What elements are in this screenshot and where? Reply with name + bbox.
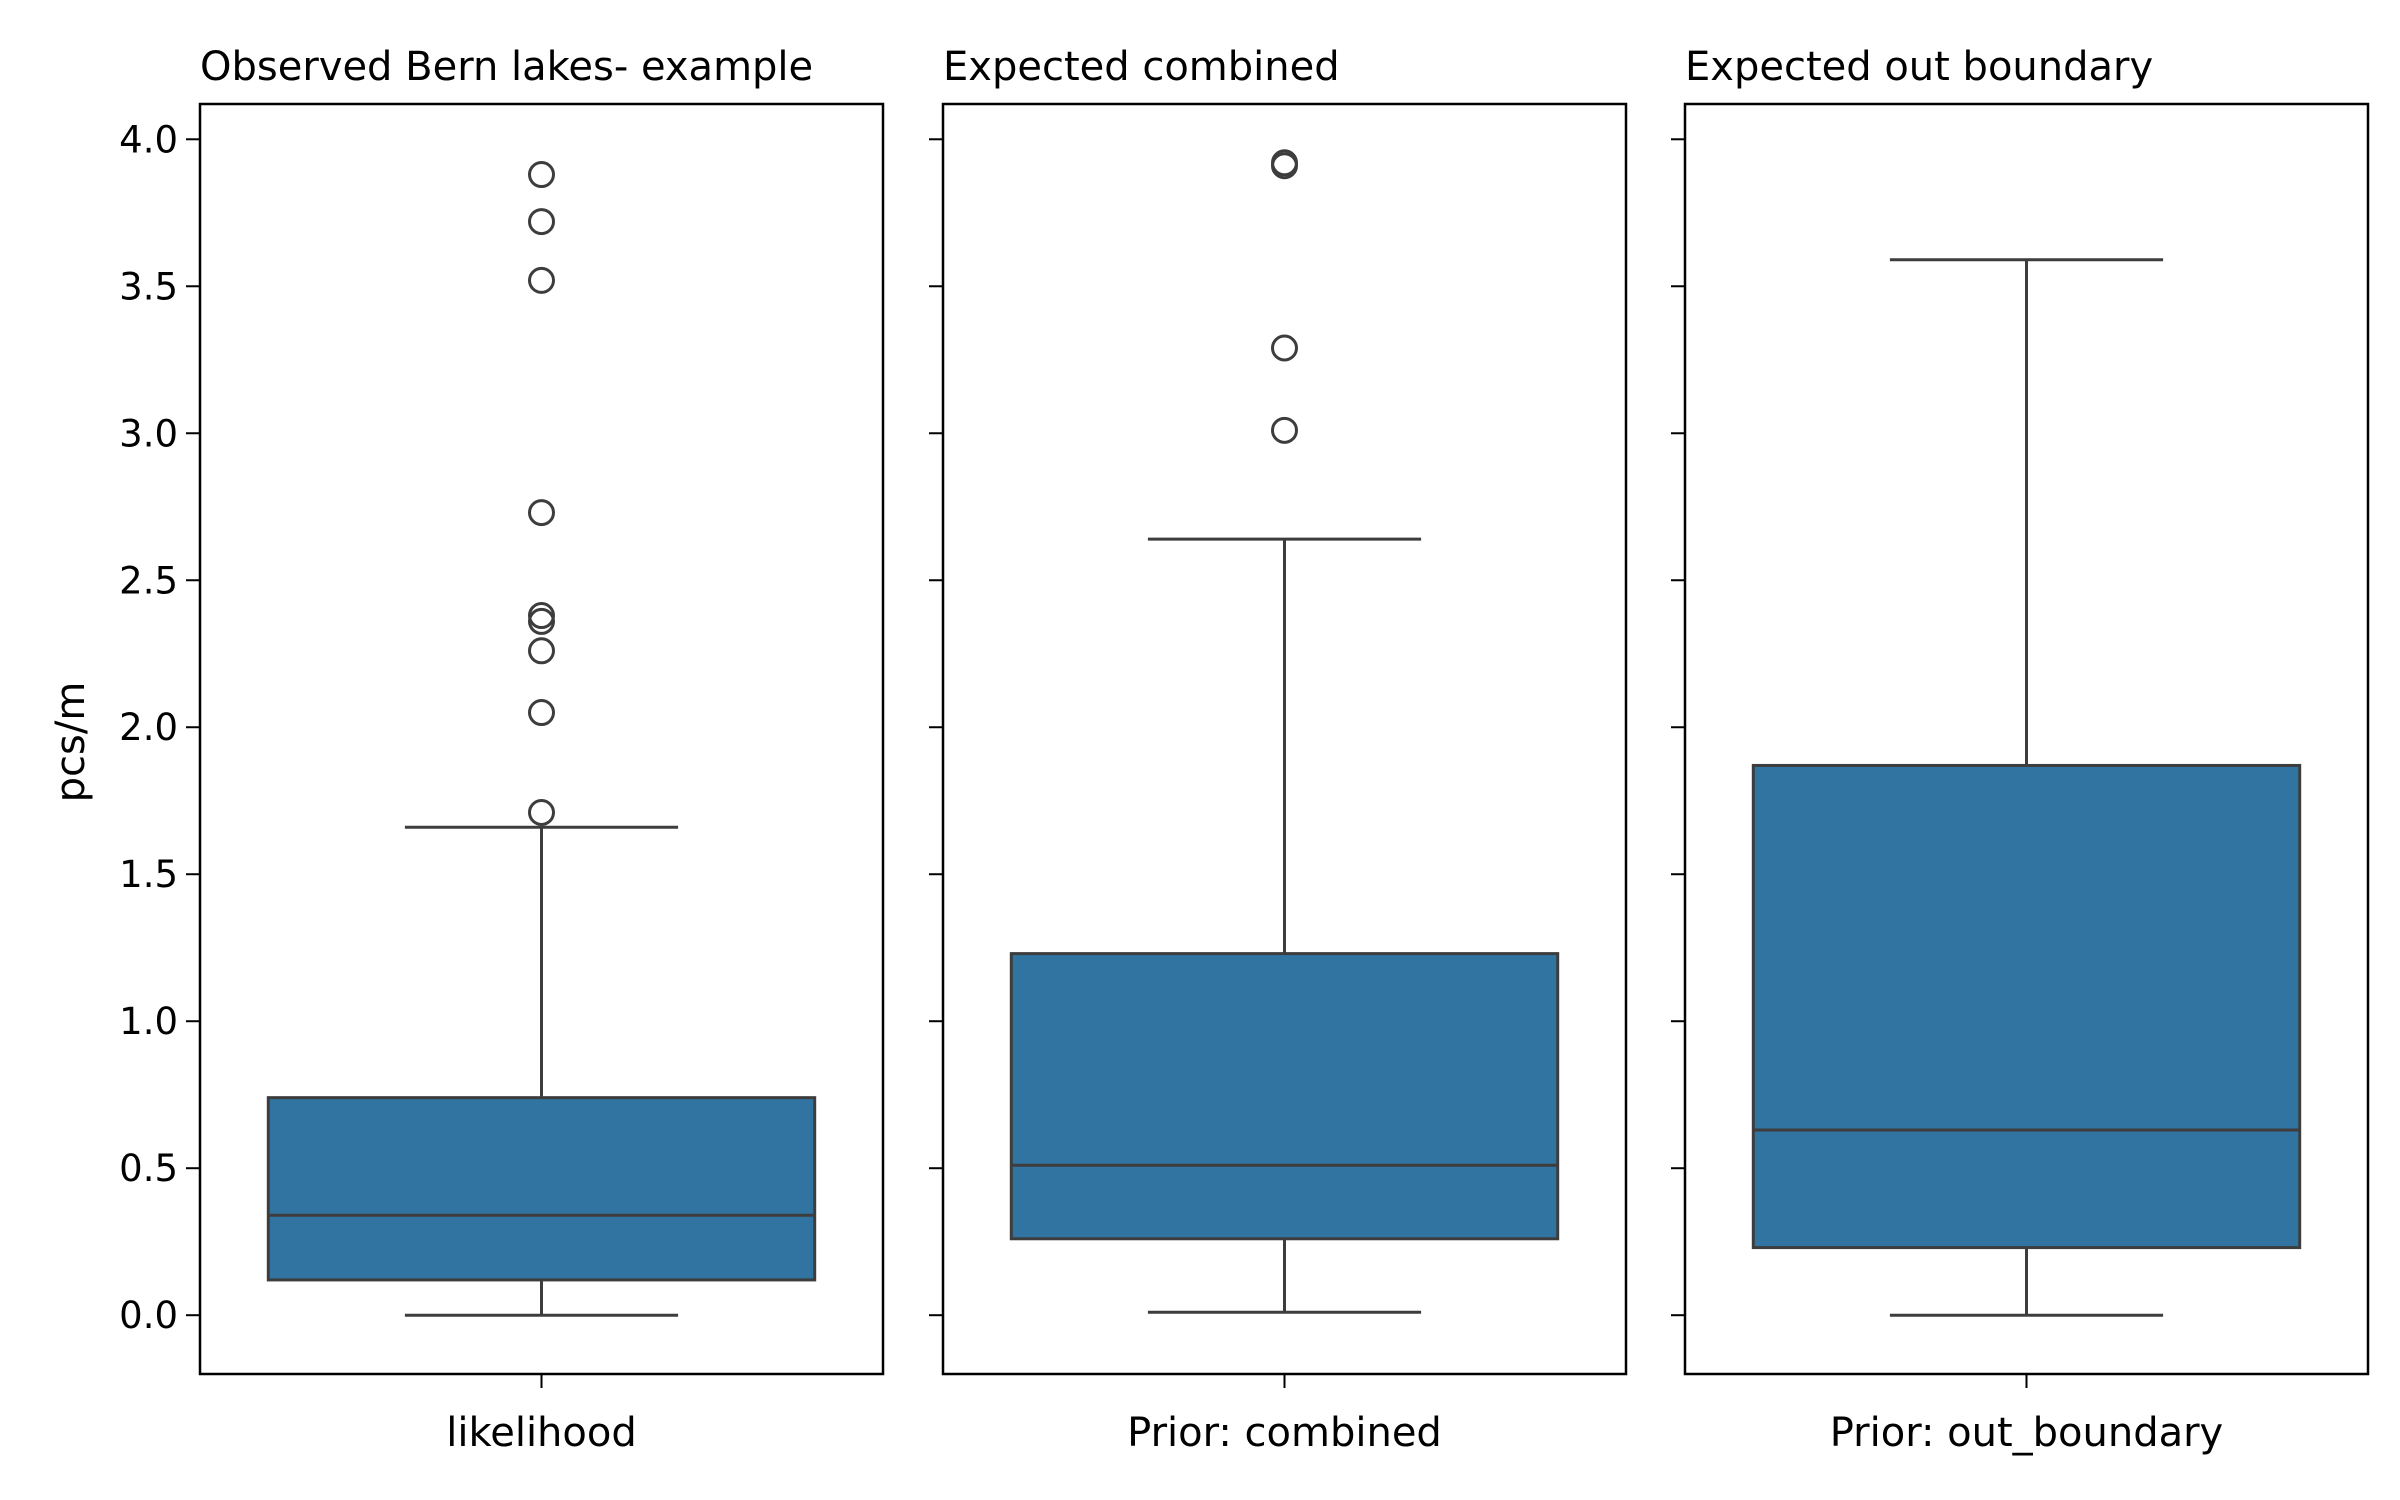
panel-3: Expected out boundary Prior: out_boundary bbox=[1671, 44, 2370, 1456]
y-tick-label: 1.0 bbox=[119, 1000, 178, 1043]
iqr-box bbox=[1751, 763, 2302, 1250]
panel-1: Observed Bern lakes- example 0.0 0.5 1.0 1.5… bbox=[119, 44, 885, 1456]
panel-title: Expected out boundary bbox=[1685, 44, 2153, 90]
y-tick-label: 3.5 bbox=[119, 265, 178, 308]
outlier-point bbox=[1271, 149, 1298, 177]
iqr-box bbox=[1009, 952, 1560, 1241]
panel-title: Observed Bern lakes- example bbox=[200, 44, 813, 90]
outlier-point bbox=[528, 266, 555, 294]
x-category-label: Prior: combined bbox=[1127, 1410, 1442, 1456]
x-category-label: likelihood bbox=[446, 1410, 637, 1456]
outlier-point bbox=[528, 699, 555, 727]
panels-group: Observed Bern lakes- example 0.0 0.5 1.0 1.5… bbox=[119, 44, 2370, 1456]
y-tick-label: 3.0 bbox=[119, 412, 178, 455]
outlier-point bbox=[528, 499, 555, 527]
iqr-box bbox=[266, 1096, 817, 1282]
y-tick-label: 0.0 bbox=[119, 1294, 178, 1337]
outlier-point bbox=[1271, 416, 1298, 444]
outlier-point bbox=[528, 637, 555, 665]
panel-frame bbox=[1683, 102, 2370, 1376]
panel-frame bbox=[198, 102, 885, 1376]
y-tick-label: 4.0 bbox=[119, 118, 178, 161]
y-tick-label: 2.0 bbox=[119, 706, 178, 749]
panel-title: Expected combined bbox=[943, 44, 1340, 90]
panel-frame bbox=[941, 102, 1628, 1376]
outlier-point bbox=[528, 602, 555, 630]
outlier-point bbox=[528, 208, 555, 236]
y-axis-label: pcs/m bbox=[48, 682, 94, 803]
y-tick-label: 1.5 bbox=[119, 853, 178, 896]
x-category-label: Prior: out_boundary bbox=[1830, 1410, 2223, 1456]
outlier-point bbox=[528, 607, 555, 635]
outlier-point bbox=[528, 798, 555, 826]
outlier-point bbox=[1271, 334, 1298, 362]
outlier-point bbox=[528, 161, 555, 189]
panel-2: Expected combined Prior: combined bbox=[929, 44, 1628, 1456]
y-tick-label: 2.5 bbox=[119, 559, 178, 602]
y-tick-label: 0.5 bbox=[119, 1147, 178, 1190]
